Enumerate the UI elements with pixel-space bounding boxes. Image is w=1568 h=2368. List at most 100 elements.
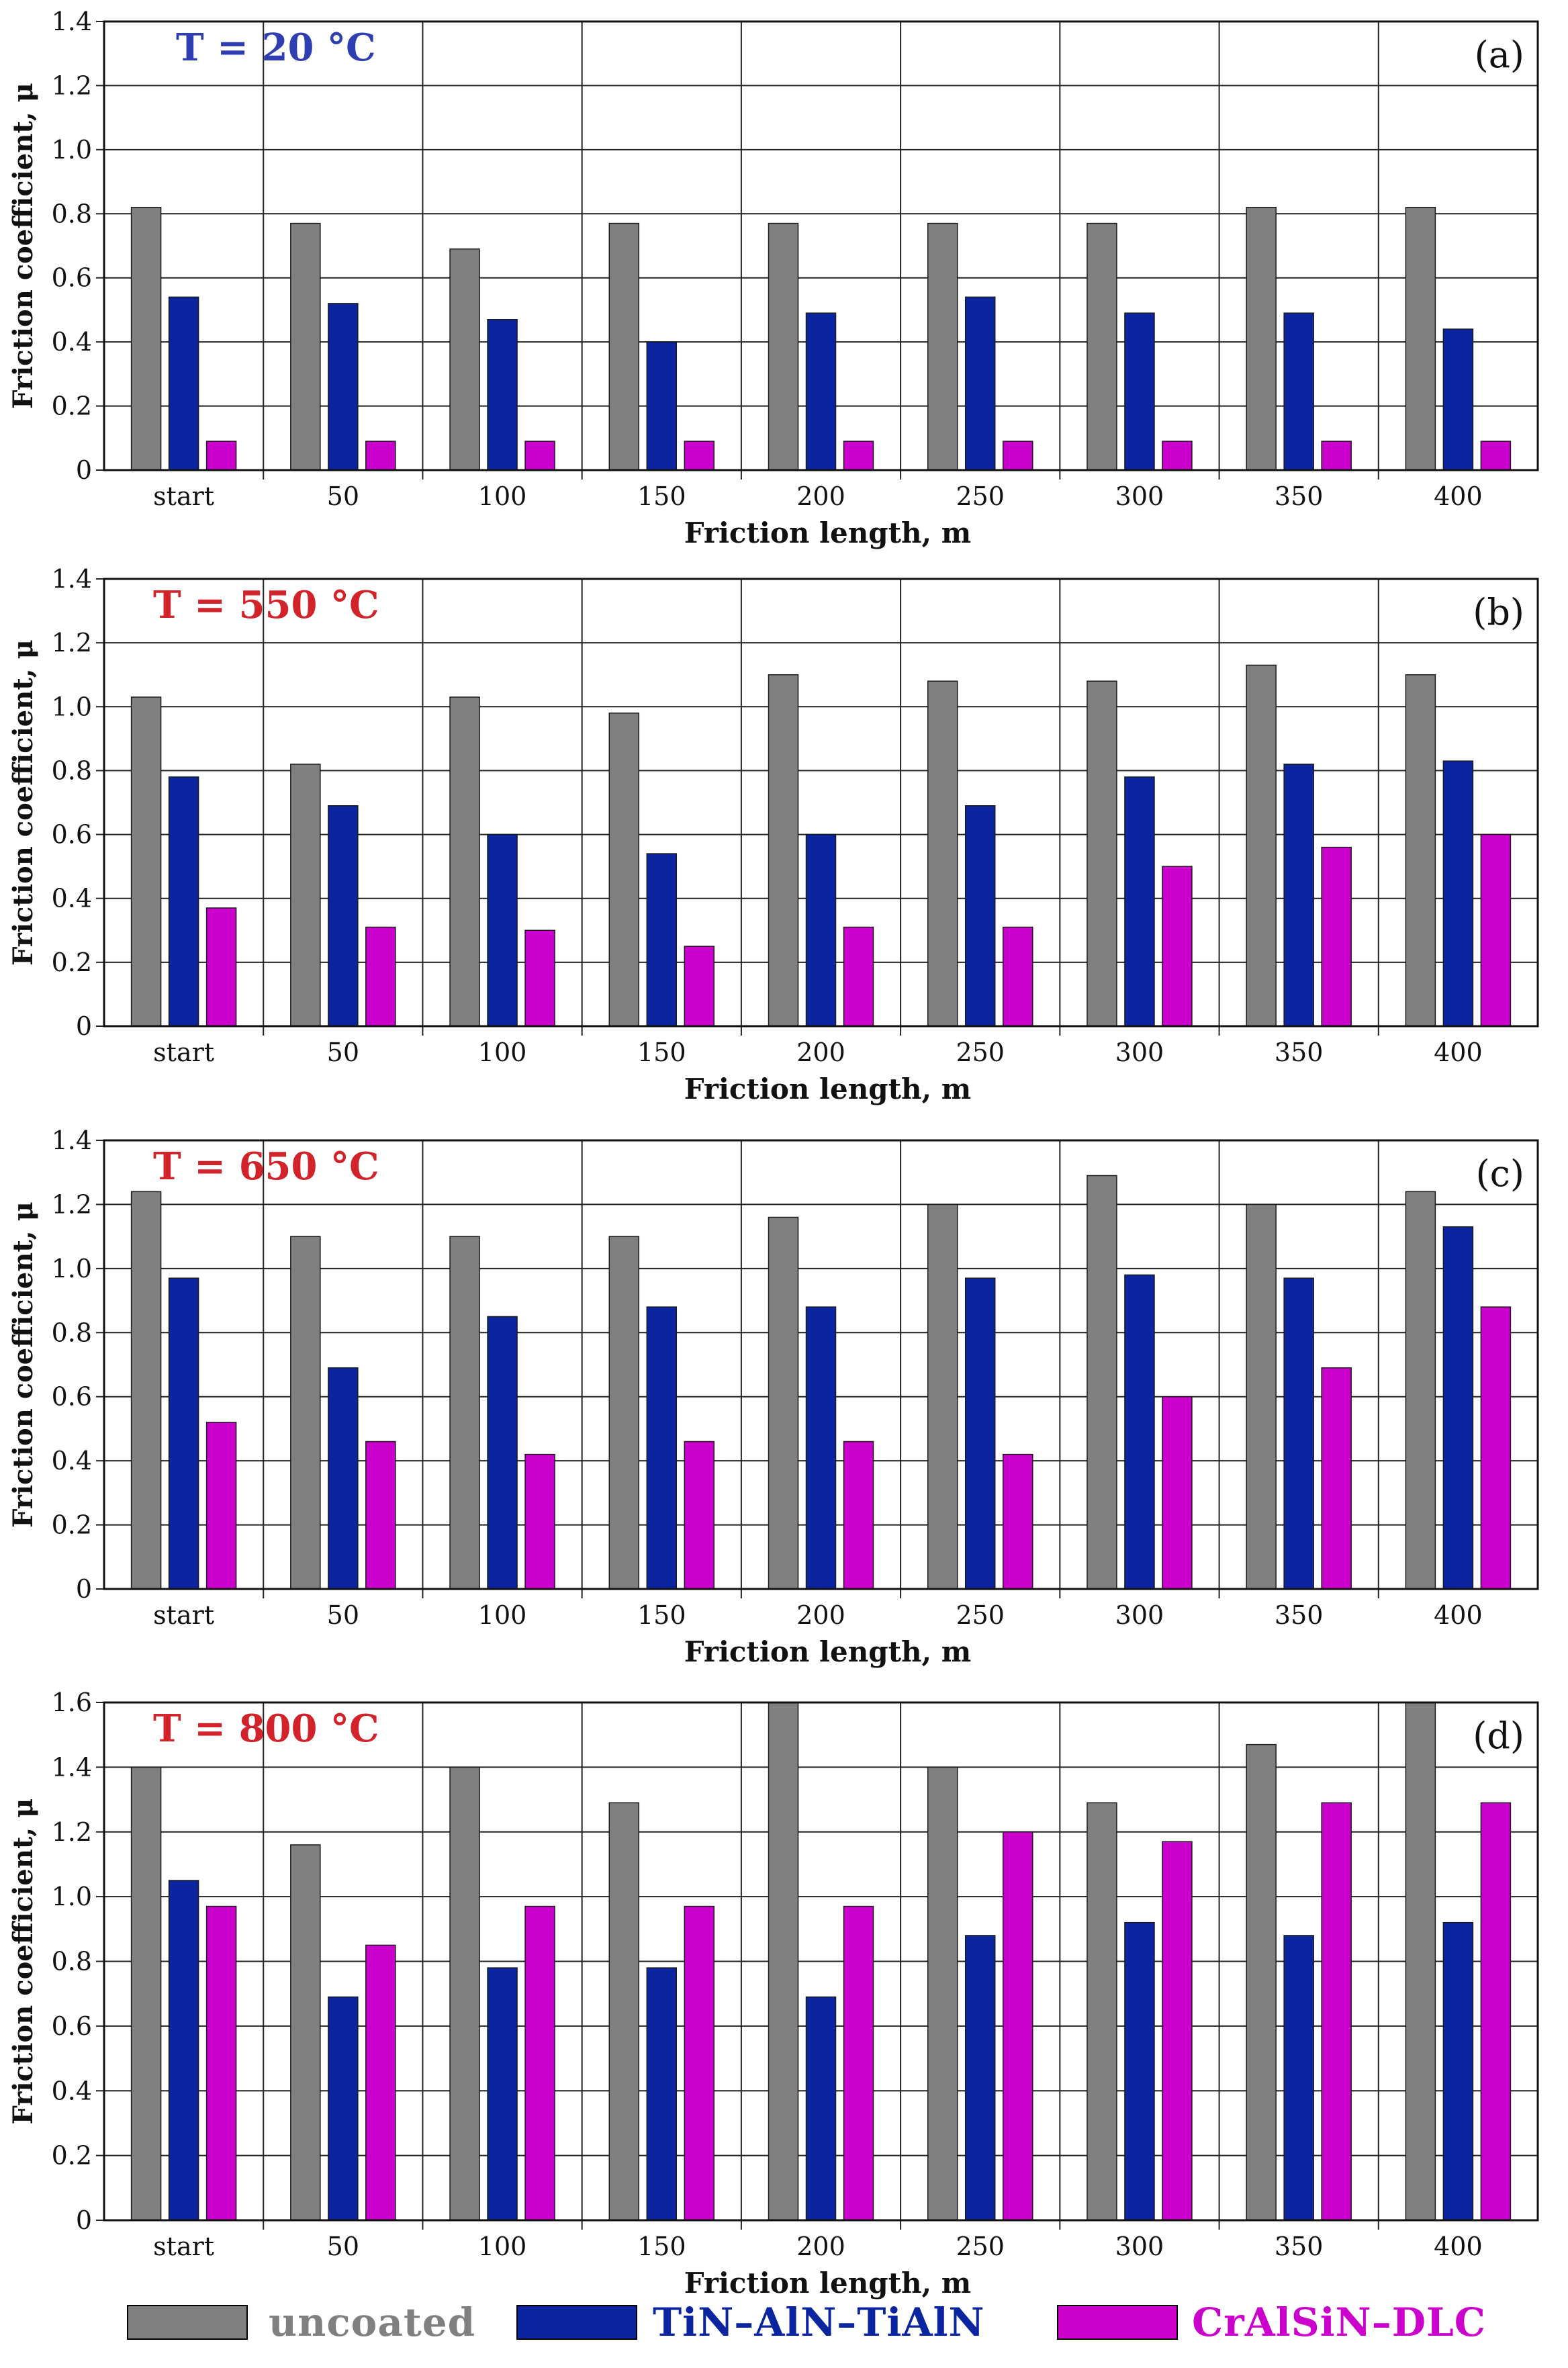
bar-tin-200 [805,1306,837,1590]
x-tick-label: 200 [796,2232,845,2261]
bar-cralsin-200 [843,1905,874,2221]
x-tick-label: 300 [1115,1038,1164,1067]
y-tick-label: 0.8 [52,199,92,228]
x-tick-label: 100 [478,1600,527,1630]
bar-cralsin-200 [843,441,874,471]
plot-frame [103,1701,1539,2222]
bar-tin-start [168,1277,199,1590]
bar-cralsin-start [205,441,237,471]
bar-cralsin-250 [1002,1831,1033,2221]
bar-tin-350 [1283,764,1314,1027]
bar-uncoated-250 [927,680,958,1027]
bar-cralsin-400 [1480,1802,1512,2221]
y-tick-label: 0.6 [52,2011,92,2041]
y-tick-label: 0.8 [52,1947,92,1976]
bar-cralsin-250 [1002,1453,1033,1590]
bar-cralsin-start [205,1422,237,1590]
y-tick-label: 1.0 [52,692,92,721]
y-tick-label: 0.4 [52,884,92,913]
y-axis-title: Friction coefficient, μ [7,639,39,966]
bar-tin-250 [964,1277,996,1590]
x-tick-label: start [153,1600,214,1630]
bar-uncoated-start [130,1766,162,2221]
y-axis-title: Friction coefficient, μ [7,1798,39,2125]
bar-cralsin-100 [524,929,555,1027]
plot-frame [103,20,1539,471]
y-axis-title: Friction coefficient, μ [7,83,39,409]
y-tick-label: 0 [76,1011,92,1041]
temperature-label: T = 550 °C [153,583,379,627]
bar-cralsin-200 [843,1441,874,1590]
legend-label-tin-aln-tialn: TiN–AlN–TiAlN [653,2299,985,2345]
bar-cralsin-150 [684,946,715,1027]
bar-cralsin-100 [524,1453,555,1590]
bar-uncoated-250 [927,222,958,471]
x-tick-label: 400 [1434,1600,1483,1630]
bar-cralsin-400 [1480,441,1512,471]
x-tick-label: 300 [1115,1600,1164,1630]
bar-cralsin-50 [365,1944,396,2221]
bar-tin-50 [328,303,359,471]
bar-cralsin-start [205,907,237,1027]
x-tick-label: 250 [956,1038,1005,1067]
bar-tin-150 [646,853,678,1027]
y-tick-label: 0.4 [52,327,92,357]
bar-cralsin-300 [1162,441,1193,471]
bar-uncoated-150 [608,713,640,1027]
chart-panel-b: 0 0.2 0.4 0.6 0.8 1.0 1.2 1.4 start 50 100 150 200 25… [7,564,1539,1105]
x-tick-label: 300 [1115,2232,1164,2261]
bar-uncoated-350 [1246,1743,1277,2221]
plot-frame [103,578,1539,1028]
bar-uncoated-250 [927,1766,958,2221]
bar-uncoated-50 [290,222,321,471]
plot-frame [103,1139,1539,1590]
y-tick-label: 0.4 [52,2076,92,2105]
legend-label-uncoated: uncoated [269,2299,475,2345]
temperature-label: T = 650 °C [153,1144,379,1189]
panel-label: (a) [1475,34,1524,76]
bar-uncoated-400 [1405,1702,1436,2221]
y-axis-title: Friction coefficient, μ [7,1201,39,1528]
x-tick-label: 150 [637,1600,686,1630]
y-tick-label: 0.6 [52,1382,92,1412]
x-tick-label: 250 [956,2232,1005,2261]
bar-uncoated-150 [608,1236,640,1590]
bar-uncoated-300 [1087,1175,1117,1590]
bar-cralsin-350 [1321,441,1352,471]
y-tick-label: 0 [76,1574,92,1604]
bar-uncoated-400 [1405,206,1436,471]
bar-uncoated-250 [927,1203,958,1590]
bar-uncoated-350 [1246,664,1277,1027]
bar-cralsin-250 [1002,926,1033,1027]
bar-uncoated-100 [449,1236,480,1590]
bar-cralsin-start [205,1905,237,2221]
bar-cralsin-150 [684,441,715,471]
bar-tin-150 [646,1306,678,1590]
bar-tin-150 [646,1967,678,2221]
x-tick-label: 50 [327,482,359,511]
bar-uncoated-350 [1246,206,1277,471]
bar-uncoated-300 [1087,680,1117,1027]
bar-cralsin-350 [1321,1802,1352,2221]
x-tick-label: 350 [1275,2232,1324,2261]
bar-tin-400 [1442,760,1474,1027]
bar-tin-start [168,776,199,1027]
bar-cralsin-150 [684,1905,715,2221]
bar-tin-250 [964,296,996,471]
y-tick-label: 0.8 [52,756,92,785]
legend-swatch-cralsin-dlc [1057,2305,1178,2340]
bar-cralsin-150 [684,1441,715,1590]
bar-uncoated-100 [449,696,480,1027]
x-tick-label: 100 [478,1038,527,1067]
temperature-label: T = 20 °C [176,26,376,70]
bar-tin-350 [1283,312,1314,471]
bar-uncoated-200 [768,222,799,471]
y-tick-label: 0.2 [52,2141,92,2171]
bar-tin-350 [1283,1935,1314,2221]
y-tick-label: 0.6 [52,263,92,293]
bar-tin-50 [328,805,359,1027]
x-tick-label: 200 [796,482,845,511]
bar-tin-200 [805,312,837,471]
x-tick-label: 150 [637,482,686,511]
